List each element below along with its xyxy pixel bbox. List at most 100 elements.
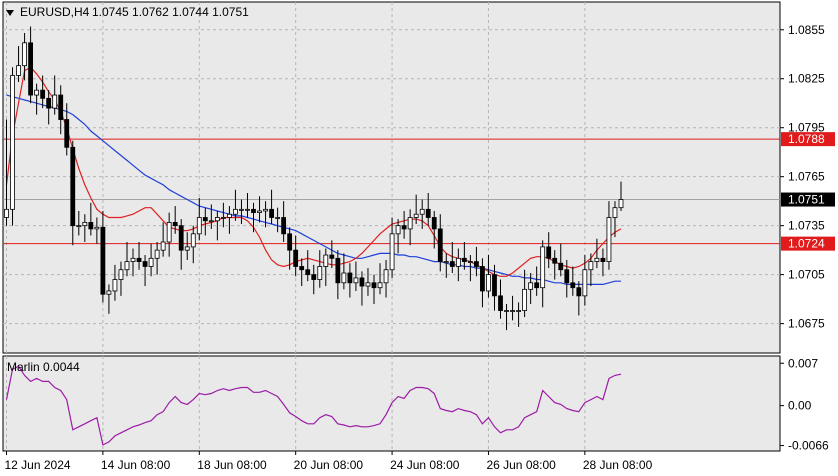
- candle: [606, 201, 612, 270]
- candle: [293, 235, 299, 277]
- candle: [166, 212, 172, 257]
- candle: [401, 210, 407, 239]
- indicator-label: Marlin 0.0044: [7, 360, 80, 374]
- ohlc-header: 1.0745 1.0762 1.0744 1.0751: [92, 5, 249, 19]
- pane-labels: EURUSD,H4 1.0745 1.0762 1.0744 1.0751 Ma…: [6, 5, 249, 374]
- candle-body: [88, 221, 94, 230]
- candle-body: [184, 246, 190, 251]
- candle-body: [257, 210, 262, 213]
- candle: [40, 75, 46, 109]
- candle: [130, 248, 136, 277]
- candle: [214, 210, 220, 241]
- candle: [323, 248, 329, 287]
- indicator-tick-label: 0.00: [788, 399, 812, 413]
- candle: [88, 202, 94, 236]
- candle: [407, 209, 413, 246]
- moving-averages: [5, 66, 622, 285]
- candle-body: [600, 257, 606, 262]
- candle-body: [130, 257, 136, 262]
- candle-body: [377, 282, 383, 289]
- candle-body: [305, 269, 311, 276]
- triangle-down-icon[interactable]: [6, 10, 14, 16]
- candle: [196, 197, 202, 241]
- candle-body: [323, 254, 329, 267]
- candle: [383, 259, 389, 298]
- candle-body: [455, 257, 461, 267]
- candle-body: [461, 257, 467, 262]
- candle: [269, 189, 274, 225]
- candle-body: [492, 274, 497, 297]
- candle: [371, 274, 377, 305]
- candle: [365, 268, 371, 296]
- candle: [516, 302, 521, 327]
- price-tick-label: 1.0735: [788, 219, 825, 233]
- candle: [576, 281, 582, 316]
- candle-body: [425, 208, 431, 218]
- candle: [486, 255, 491, 298]
- candle-body: [245, 208, 250, 211]
- candle: [341, 253, 347, 290]
- candle-body: [22, 42, 27, 67]
- candle-body: [239, 208, 244, 211]
- candle: [281, 201, 287, 242]
- candle-body: [251, 208, 256, 214]
- candle: [534, 266, 540, 296]
- time-tick-label: 24 Jun 08:00: [390, 458, 460, 472]
- candle-body: [359, 277, 365, 287]
- candle: [329, 240, 335, 269]
- candle: [202, 207, 208, 236]
- candle-body: [275, 217, 281, 219]
- time-tick-label: 14 Jun 08:00: [101, 458, 171, 472]
- candle: [467, 255, 473, 282]
- candle-body: [594, 257, 600, 262]
- candle-body: [564, 269, 570, 284]
- candle-body: [166, 221, 172, 243]
- candle: [612, 201, 618, 238]
- candle-body: [220, 217, 226, 219]
- candle: [377, 263, 383, 295]
- candle: [618, 181, 624, 211]
- candle: [419, 199, 425, 229]
- ma-red-line: [5, 66, 622, 277]
- candle: [311, 264, 317, 295]
- candle-body: [172, 221, 178, 227]
- candle: [413, 194, 419, 225]
- candle: [52, 75, 58, 115]
- candle: [100, 210, 106, 303]
- price-plot-area[interactable]: [2, 1, 781, 354]
- candle-body: [64, 119, 70, 148]
- candle-body: [606, 217, 612, 262]
- candle-body: [142, 261, 148, 267]
- level-price-box: [781, 132, 835, 147]
- candle-body: [40, 89, 46, 99]
- candle-body: [546, 246, 552, 259]
- indicator-pane: [5, 365, 622, 446]
- candle: [154, 241, 160, 275]
- candle-body: [467, 261, 473, 263]
- candle: [16, 46, 21, 82]
- candle: [528, 273, 534, 305]
- candle: [112, 264, 118, 301]
- candle-body: [347, 272, 353, 284]
- candle-body: [154, 249, 160, 259]
- indicator-tick-label: -0.0066: [788, 439, 829, 453]
- candle-body: [196, 217, 202, 235]
- candle-body: [431, 217, 437, 230]
- candle-body: [293, 249, 299, 267]
- candle: [305, 250, 311, 282]
- candle-body: [233, 208, 238, 215]
- candle-body: [540, 246, 546, 289]
- candle-body: [76, 225, 82, 228]
- candle-body: [10, 75, 15, 210]
- candle: [160, 222, 166, 257]
- candle: [552, 250, 558, 280]
- level-price-box: [781, 236, 835, 251]
- candle-body: [401, 225, 407, 230]
- candle: [359, 271, 365, 306]
- candle: [227, 206, 232, 234]
- candle: [106, 284, 112, 314]
- candle-body: [34, 89, 40, 96]
- candle-body: [82, 221, 88, 227]
- candle-body: [214, 217, 220, 222]
